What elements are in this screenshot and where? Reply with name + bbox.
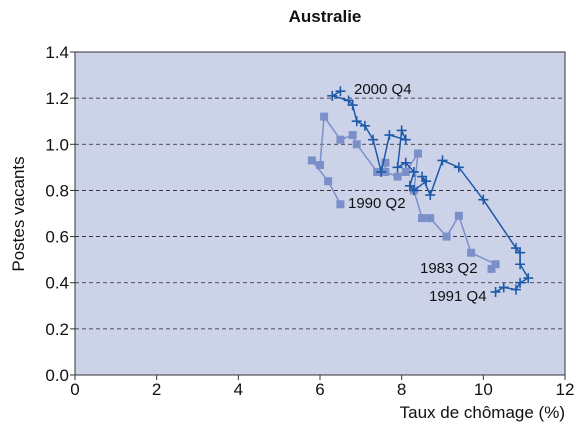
x-tick-label: 0 (70, 380, 79, 399)
marker (348, 131, 357, 140)
marker (404, 180, 415, 191)
marker (426, 214, 435, 223)
marker (453, 162, 464, 173)
marker (327, 90, 338, 101)
marker (336, 135, 345, 144)
x-axis-label: Taux de chômage (%) (400, 403, 565, 422)
y-tick-label: 0.4 (45, 274, 69, 293)
x-tick-label: 12 (556, 380, 575, 399)
marker (515, 277, 526, 288)
annotation: 1990 Q2 (348, 195, 406, 212)
marker (414, 149, 422, 158)
marker (381, 158, 390, 167)
marker (396, 125, 407, 136)
x-tick-label: 4 (234, 380, 243, 399)
marker (418, 214, 427, 223)
marker (376, 166, 387, 177)
y-tick-label: 0.6 (45, 228, 69, 247)
marker (467, 248, 476, 257)
marker (393, 172, 402, 181)
annotation: 1983 Q2 (420, 260, 478, 277)
marker (401, 167, 410, 176)
marker (400, 157, 411, 168)
marker (351, 116, 362, 127)
y-axis-label: Postes vacants (9, 156, 28, 271)
marker (511, 243, 521, 254)
marker (490, 286, 501, 297)
marker (454, 211, 463, 220)
x-tick-label: 6 (315, 380, 324, 399)
y-tick-label: 0.8 (45, 181, 69, 200)
plot-area (74, 51, 566, 376)
marker (487, 264, 496, 273)
marker (324, 177, 333, 186)
chart-title: Australie (289, 7, 362, 26)
y-tick-label: 0.2 (45, 320, 69, 339)
annotation: 1991 Q4 (429, 288, 487, 305)
marker (316, 161, 324, 170)
y-tick-label: 1.0 (45, 135, 69, 154)
annotation: 2000 Q4 (354, 81, 412, 98)
marker (437, 155, 448, 166)
marker (523, 273, 534, 284)
x-tick-label: 10 (474, 380, 493, 399)
marker (498, 282, 509, 293)
marker (400, 134, 411, 145)
x-tick-label: 2 (152, 380, 161, 399)
marker (335, 86, 346, 97)
marker (359, 120, 370, 131)
marker (515, 259, 526, 270)
series-line (311, 114, 497, 270)
marker (442, 232, 451, 241)
marker (368, 134, 379, 145)
marker (425, 190, 436, 201)
marker (408, 166, 419, 177)
marker (491, 260, 500, 269)
marker (392, 162, 403, 173)
marker (343, 95, 354, 106)
marker (478, 194, 489, 205)
marker (336, 200, 345, 209)
y-tick-label: 1.2 (45, 89, 69, 108)
marker (384, 130, 395, 141)
y-tick-label: 0.0 (45, 366, 69, 385)
marker (421, 176, 432, 187)
marker (352, 140, 361, 149)
marker (320, 112, 329, 121)
marker (307, 156, 316, 165)
y-tick-label: 1.4 (45, 43, 69, 62)
x-tick-label: 8 (397, 380, 406, 399)
marker (511, 284, 521, 295)
